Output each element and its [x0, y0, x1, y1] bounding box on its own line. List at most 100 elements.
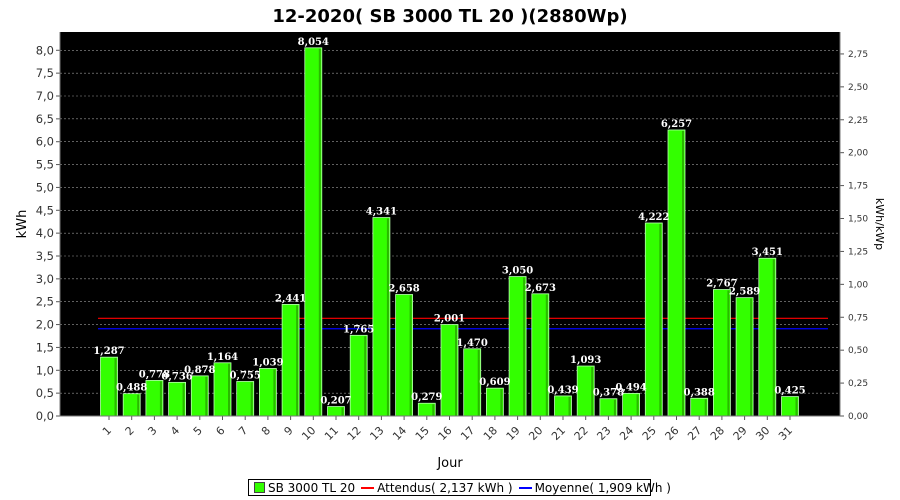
data-label: 0,488	[116, 383, 147, 394]
data-label: 0,755	[230, 370, 261, 381]
y-right-tick-label: 0,50	[848, 346, 868, 356]
x-tick-label: 6	[213, 424, 227, 438]
data-label: 1,765	[343, 324, 374, 335]
x-axis-label: Jour	[436, 456, 463, 471]
bar-shade-day-23	[613, 399, 616, 416]
bar-shade-day-29	[750, 298, 753, 416]
bar-shade-day-19	[523, 277, 526, 416]
y-tick-label: 7,5	[36, 66, 54, 80]
x-tick-label: 16	[436, 424, 455, 443]
y-axis-right-label: kWh/kWp	[873, 198, 886, 250]
bar-shade-day-21	[568, 396, 571, 416]
x-tick-label: 26	[663, 424, 682, 443]
bar-shade-day-15	[432, 404, 435, 416]
x-tick-label: 2	[123, 424, 137, 438]
chart-title: 12-2020( SB 3000 TL 20 )(2880Wp)	[272, 6, 627, 27]
bar-shade-day-9	[296, 305, 299, 416]
data-label: 1,164	[207, 352, 238, 363]
bar-shade-day-12	[364, 336, 367, 416]
bar-shade-day-3	[159, 381, 162, 416]
x-tick-label: 10	[299, 424, 318, 443]
y-right-tick-label: 2,50	[848, 83, 868, 93]
bar-shade-day-25	[659, 223, 662, 416]
bar-shade-day-1	[114, 358, 117, 416]
y-axis-label: kWh	[15, 210, 30, 239]
bar-shade-day-11	[341, 407, 344, 416]
data-label: 1,470	[457, 338, 488, 349]
y-tick-label: 2,5	[36, 295, 54, 309]
reference-lines	[98, 317, 828, 330]
data-label: 0,736	[161, 371, 192, 382]
y-tick-label: 3,5	[36, 249, 54, 263]
y-right-tick-label: 0,75	[848, 313, 868, 323]
data-label: 2,767	[706, 279, 737, 290]
y-tick-label: 1,0	[36, 363, 54, 377]
y-tick-label: 0,0	[36, 409, 54, 423]
data-label: 2,658	[388, 283, 419, 294]
data-label: 2,001	[434, 314, 465, 325]
data-label: 0,207	[320, 396, 351, 407]
bar-shade-day-6	[228, 363, 230, 416]
data-label: 6,257	[661, 119, 692, 130]
legend-item-moyenne: Moyenne( 1,909 kWh )	[518, 480, 671, 495]
data-label: 1,287	[93, 346, 124, 357]
bar-shade-day-17	[477, 349, 480, 416]
x-tick-label: 24	[617, 424, 636, 443]
x-tick-label: 13	[367, 424, 386, 443]
y-tick-label: 0,5	[36, 386, 54, 400]
x-tick-label: 9	[282, 424, 296, 438]
y-right-tick-label: 2,75	[848, 50, 868, 60]
x-tick-label: 12	[345, 424, 364, 443]
x-tick-label: 14	[390, 424, 409, 443]
y-tick-label: 6,5	[36, 112, 54, 126]
y-right-tick-label: 1,50	[848, 215, 868, 225]
data-label: 3,451	[752, 247, 783, 258]
y-right-tick-label: 2,25	[848, 116, 868, 126]
x-tick-label: 17	[458, 424, 477, 443]
x-tick-label: 23	[594, 424, 613, 443]
bar-shade-day-7	[250, 382, 253, 416]
x-tick-label: 29	[731, 424, 750, 443]
data-label: 1,093	[570, 355, 601, 366]
y-tick-label: 5,5	[36, 158, 54, 172]
data-label: 0,778	[139, 369, 170, 380]
y-tick-label: 1,5	[36, 340, 54, 354]
legend-swatch-moyenne	[518, 486, 532, 489]
y-right-tick-label: 0,25	[848, 379, 868, 389]
y-right-tick-label: 1,75	[848, 182, 868, 192]
y-tick-label: 4,5	[36, 203, 54, 217]
x-tick-label: 20	[526, 424, 545, 443]
bar-shade-day-30	[772, 259, 775, 416]
x-tick-label: 18	[481, 424, 500, 443]
x-tick-label: 28	[708, 424, 727, 443]
legend-label-series: SB 3000 TL 20	[268, 480, 356, 495]
data-label: 3,050	[502, 266, 533, 277]
legend-label-attendus: Attendus( 2,137 kWh )	[377, 480, 513, 495]
bar-shade-day-22	[591, 367, 594, 416]
x-tick-label: 5	[191, 424, 205, 438]
legend-label-moyenne: Moyenne( 1,909 kWh )	[534, 480, 671, 495]
bar-shade-day-16	[455, 325, 457, 416]
data-label: 2,589	[729, 287, 760, 298]
y-right-tick-label: 1,25	[848, 247, 868, 257]
bar-shade-day-4	[182, 383, 185, 416]
bar-shade-day-24	[636, 394, 639, 416]
x-tick-label: 3	[145, 424, 159, 438]
y-tick-label: 7,0	[36, 89, 54, 103]
x-tick-label: 22	[572, 424, 591, 443]
data-label: 8,054	[298, 37, 329, 48]
bar-shade-day-13	[386, 218, 389, 416]
legend: SB 3000 TL 20 Attendus( 2,137 kWh ) Moye…	[248, 479, 671, 496]
bar-shade-day-31	[795, 397, 798, 416]
y-tick-label: 5,0	[36, 180, 54, 194]
data-label: 0,439	[547, 385, 578, 396]
legend-item-series: SB 3000 TL 20	[254, 481, 355, 495]
x-tick-label: 25	[640, 424, 659, 443]
data-label: 2,673	[525, 283, 556, 294]
data-label: 2,441	[275, 293, 306, 304]
y-tick-label: 2,0	[36, 318, 54, 332]
bar-shade-day-28	[727, 290, 730, 416]
bar-shade-day-5	[205, 376, 208, 416]
legend-swatch-attendus	[361, 486, 375, 489]
